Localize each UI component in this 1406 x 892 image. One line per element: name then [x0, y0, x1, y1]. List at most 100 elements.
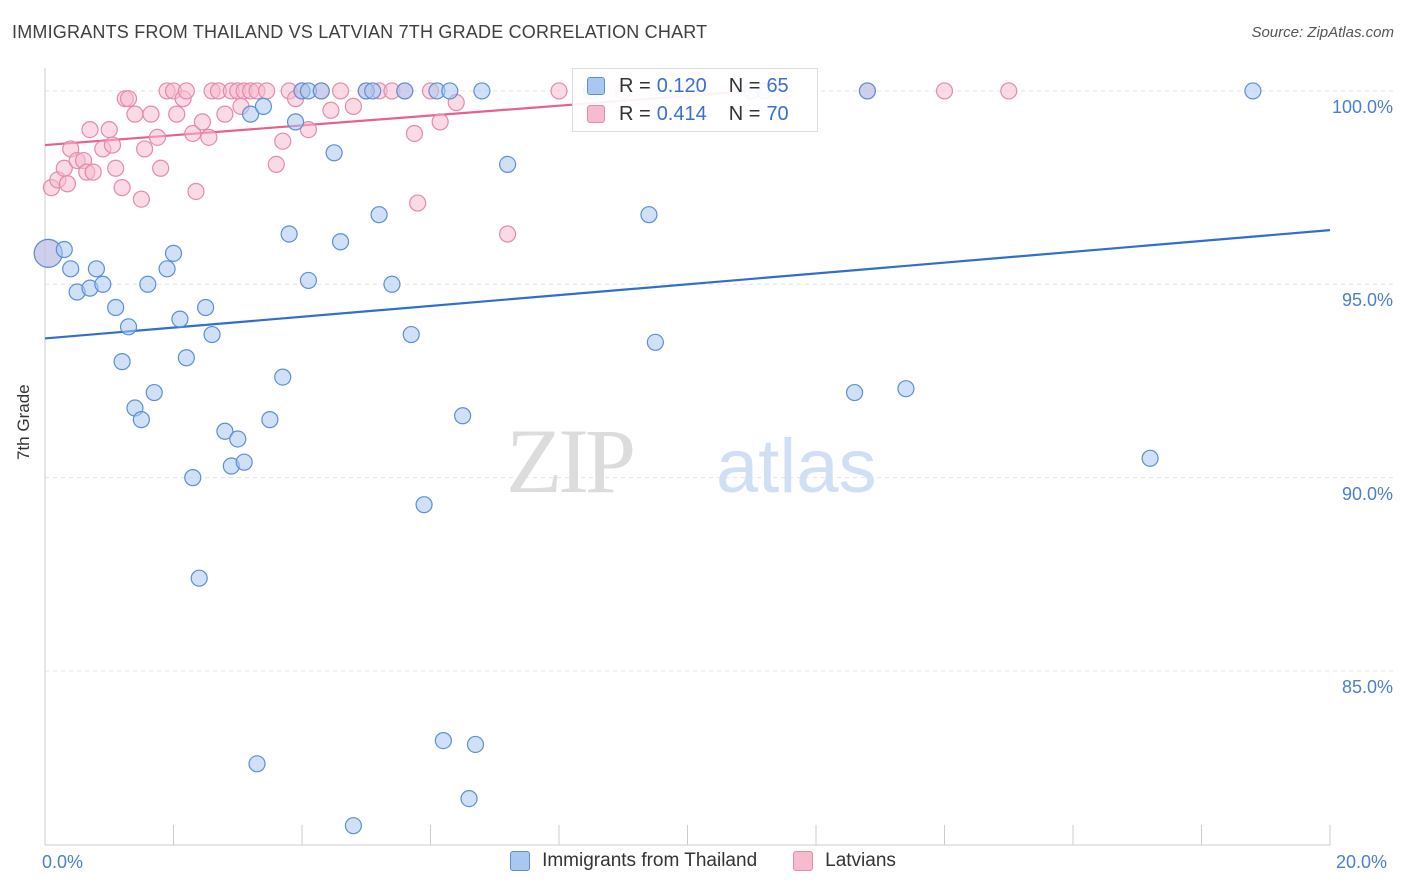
grid-layer	[45, 90, 1395, 672]
thailand-point	[312, 82, 330, 100]
thailand-point	[640, 206, 658, 224]
thailand-point	[274, 368, 292, 386]
r-label: R =	[619, 102, 651, 125]
latvians-point	[177, 82, 195, 100]
thailand-point	[499, 155, 517, 174]
thailand-point	[396, 82, 414, 100]
thailand-point	[164, 244, 183, 262]
latvians-point	[258, 82, 276, 100]
stats-legend-row-latvians: R = 0.414 N = 70	[573, 100, 789, 128]
thailand-point	[460, 789, 478, 808]
n-label: N =	[728, 74, 761, 97]
legend-item-thailand[interactable]: Immigrants from Thailand	[510, 850, 757, 872]
legend-item-latvians[interactable]: Latvians	[793, 850, 896, 872]
thailand-point	[145, 383, 163, 402]
thailand-point	[454, 407, 472, 425]
thailand-point	[441, 82, 459, 100]
thailand-point	[402, 325, 420, 344]
thailand-point	[858, 82, 877, 100]
y-tick-label: 85.0%	[1341, 676, 1393, 697]
watermark-atlas: atlas	[716, 424, 877, 509]
thailand-point	[197, 298, 215, 317]
thailand-point	[344, 817, 362, 835]
thailand-point	[383, 275, 401, 293]
latvians-point	[142, 105, 160, 123]
thailand-point	[370, 206, 388, 224]
thailand-swatch	[587, 77, 605, 95]
thailand-point	[203, 325, 221, 344]
watermark: ZIP atlas	[506, 410, 877, 512]
latvians-points	[33, 82, 1018, 268]
thailand-point	[286, 113, 305, 131]
y-tick-label: 95.0%	[1341, 290, 1393, 311]
thailand-point	[62, 260, 80, 278]
latvians-point	[184, 124, 202, 143]
latvians-point	[405, 124, 424, 143]
stats-legend: R = 0.120 N = 65 R = 0.414 N = 70	[572, 68, 818, 132]
x-tick-label-min: 0.0%	[42, 852, 84, 872]
y-axis-title: 7th Grade	[14, 384, 33, 460]
thailand-point	[55, 240, 73, 259]
latvians-point	[267, 155, 285, 174]
r-value: 0.414	[656, 102, 707, 125]
latvians-point	[344, 97, 362, 116]
thailand-point	[261, 411, 279, 429]
y-tick-label: 90.0%	[1341, 483, 1393, 504]
latvians-point	[100, 121, 118, 139]
stats-legend-row-thailand: R = 0.120 N = 65	[573, 72, 789, 100]
x-tick-label-max: 20.0%	[1336, 852, 1388, 872]
latvians-point	[84, 163, 102, 181]
thailand-point	[248, 755, 266, 773]
thailand-point	[364, 82, 382, 100]
thailand-point	[113, 353, 131, 371]
latvians-point	[119, 90, 138, 108]
thailand-point	[171, 310, 189, 328]
latvians-point	[1000, 82, 1018, 100]
latvians-point	[152, 159, 170, 177]
thailand-point	[190, 569, 208, 587]
latvians-swatch	[587, 105, 605, 123]
latvians-point	[58, 175, 77, 193]
latvians-point	[216, 105, 234, 123]
thailand-point	[235, 453, 253, 471]
series-legend: Immigrants from Thailand Latvians	[0, 850, 1406, 872]
thailand-legend-swatch	[510, 851, 531, 871]
thailand-point	[229, 430, 247, 448]
thailand-point	[466, 735, 485, 754]
latvians-point	[331, 82, 350, 100]
watermark-zip: ZIP	[506, 410, 633, 512]
latvians-point	[81, 121, 99, 139]
latvians-point	[409, 194, 427, 212]
thailand-point	[254, 97, 273, 116]
latvians-point	[274, 132, 292, 150]
n-label: N =	[728, 102, 761, 125]
latvians-point	[187, 182, 205, 201]
r-value: 0.120	[656, 74, 707, 97]
thailand-point	[646, 333, 664, 351]
latvians-point	[126, 105, 144, 123]
latvians-point	[935, 82, 954, 100]
y-tick-label: 100.0%	[1331, 96, 1393, 117]
thailand-point	[325, 144, 343, 162]
thailand-point	[216, 422, 234, 440]
latvians-point	[148, 128, 167, 146]
thailand-point	[107, 298, 125, 317]
latvians-point	[299, 121, 318, 139]
thailand-point	[177, 349, 195, 367]
thailand-point	[94, 275, 112, 293]
axis-layer	[44, 68, 1331, 846]
latvians-point	[431, 113, 449, 131]
latvians-point	[193, 113, 212, 131]
thailand-point	[158, 260, 176, 278]
thailand-point	[473, 82, 491, 100]
thailand-point	[119, 318, 138, 336]
thailand-point	[299, 271, 318, 290]
legend-label-latvians: Latvians	[825, 850, 896, 871]
latvians-point	[132, 190, 150, 208]
thailand-point	[415, 496, 433, 514]
latvians-point	[322, 101, 340, 119]
thailand-points	[33, 82, 1262, 835]
r-label: R =	[619, 74, 651, 97]
thailand-point	[1141, 449, 1159, 467]
